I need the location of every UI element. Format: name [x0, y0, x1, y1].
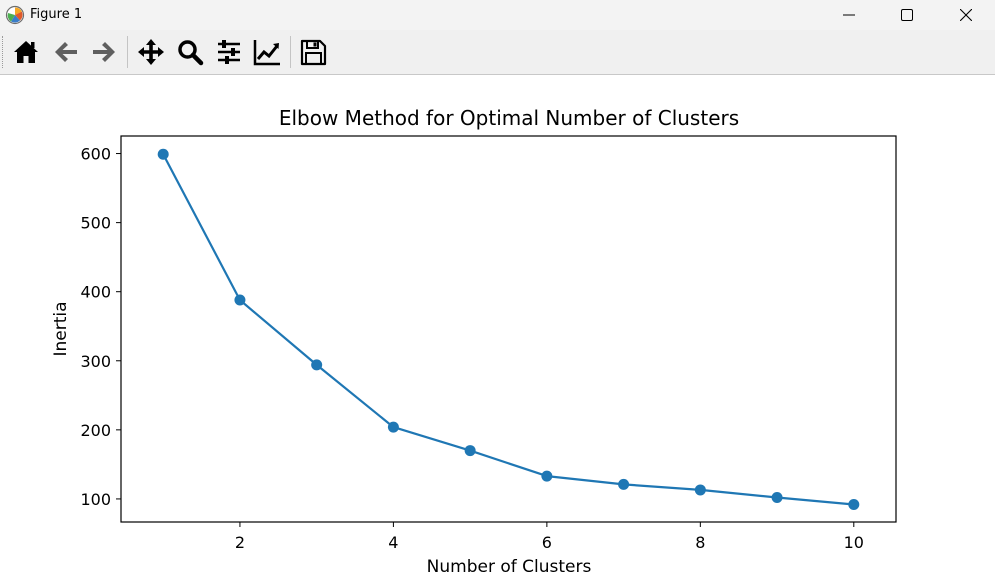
- data-point: [311, 359, 323, 371]
- x-tick-label: 4: [388, 533, 398, 552]
- series-line: [162, 153, 854, 506]
- back-button[interactable]: [50, 36, 82, 68]
- matplotlib-logo-icon: [5, 5, 25, 25]
- pan-button[interactable]: [135, 36, 167, 68]
- data-point: [464, 445, 476, 457]
- y-tick-label: 200: [80, 421, 111, 440]
- home-button[interactable]: [10, 36, 42, 68]
- minimize-button[interactable]: [826, 0, 872, 30]
- axes-frame: [120, 135, 897, 523]
- data-point: [387, 421, 399, 433]
- toolbar-separator: [290, 36, 291, 68]
- window-titlebar: Figure 1: [0, 0, 995, 30]
- home-icon: [14, 41, 38, 63]
- arrow-left-icon: [55, 42, 77, 62]
- minimize-icon: [843, 14, 855, 16]
- magnifier-icon: [178, 40, 204, 66]
- configure-subplots-button[interactable]: [213, 36, 245, 68]
- move-icon: [138, 39, 164, 65]
- navigation-toolbar: [0, 30, 995, 75]
- forward-button[interactable]: [88, 36, 120, 68]
- line-chart-icon: [253, 40, 280, 66]
- chart-title: Elbow Method for Optimal Number of Clust…: [279, 106, 739, 130]
- data-point: [541, 470, 553, 482]
- data-point: [618, 478, 630, 490]
- x-tick-label: 10: [844, 533, 864, 552]
- data-point: [771, 492, 783, 504]
- elbow-chart: Elbow Method for Optimal Number of Clust…: [51, 106, 897, 574]
- y-tick-label: 100: [80, 490, 111, 509]
- maximize-icon: [901, 9, 913, 21]
- toolbar-grip: [2, 36, 5, 68]
- y-tick-label: 300: [80, 352, 111, 371]
- y-axis-label: Inertia: [51, 301, 71, 356]
- save-button[interactable]: [297, 36, 329, 68]
- close-button[interactable]: [943, 0, 989, 30]
- maximize-button[interactable]: [884, 0, 930, 30]
- close-icon: [960, 9, 972, 21]
- data-point: [694, 484, 706, 496]
- window-title: Figure 1: [30, 7, 83, 22]
- x-axis-label: Number of Clusters: [427, 557, 592, 574]
- zoom-button[interactable]: [174, 36, 206, 68]
- x-tick-label: 6: [542, 533, 552, 552]
- x-tick-label: 8: [695, 533, 705, 552]
- arrow-right-icon: [93, 42, 115, 62]
- data-point: [848, 498, 860, 510]
- edit-axes-button[interactable]: [251, 36, 283, 68]
- y-tick-label: 500: [80, 214, 111, 233]
- data-point: [234, 294, 246, 306]
- x-tick-label: 2: [235, 533, 245, 552]
- sliders-icon: [218, 40, 240, 64]
- y-tick-label: 600: [80, 145, 111, 164]
- data-point: [157, 148, 169, 160]
- figure-canvas[interactable]: Elbow Method for Optimal Number of Clust…: [0, 75, 995, 574]
- y-tick-label: 400: [80, 283, 111, 302]
- toolbar-separator: [127, 36, 128, 68]
- floppy-disk-icon: [300, 39, 327, 66]
